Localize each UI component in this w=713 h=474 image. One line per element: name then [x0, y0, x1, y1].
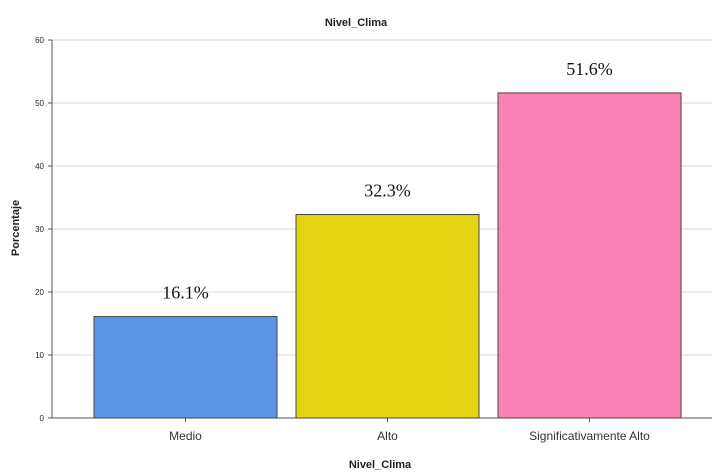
x-axis-label: Nivel_Clima [349, 459, 412, 471]
y-axis-label: Porcentaje [10, 200, 22, 256]
data-labels: 16.1% 32.3% 51.6% [162, 59, 613, 303]
x-tick-label: Significativamente Alto [529, 429, 650, 443]
y-tick-label: 20 [35, 288, 44, 297]
y-tick-labels: 0 10 20 30 40 50 60 [35, 36, 44, 423]
y-tick-label: 40 [35, 162, 44, 171]
y-tick-label: 0 [40, 414, 45, 423]
bar-medio [93, 316, 278, 419]
y-tick-label: 10 [35, 351, 44, 360]
chart-title: Nivel_Clima [325, 17, 388, 29]
data-label: 16.1% [162, 283, 209, 303]
data-label: 32.3% [364, 181, 411, 201]
x-tick-label: Alto [377, 429, 398, 443]
y-tick-label: 60 [35, 36, 44, 45]
x-tick-label: Medio [169, 429, 202, 443]
y-tick-label: 30 [35, 225, 44, 234]
bars [93, 92, 682, 419]
bar-alto [295, 214, 480, 419]
y-tick-label: 50 [35, 99, 44, 108]
x-tick-labels: Medio Alto Significativamente Alto [169, 429, 650, 443]
bar-significativamente-alto [497, 92, 682, 419]
data-label: 51.6% [566, 59, 613, 79]
